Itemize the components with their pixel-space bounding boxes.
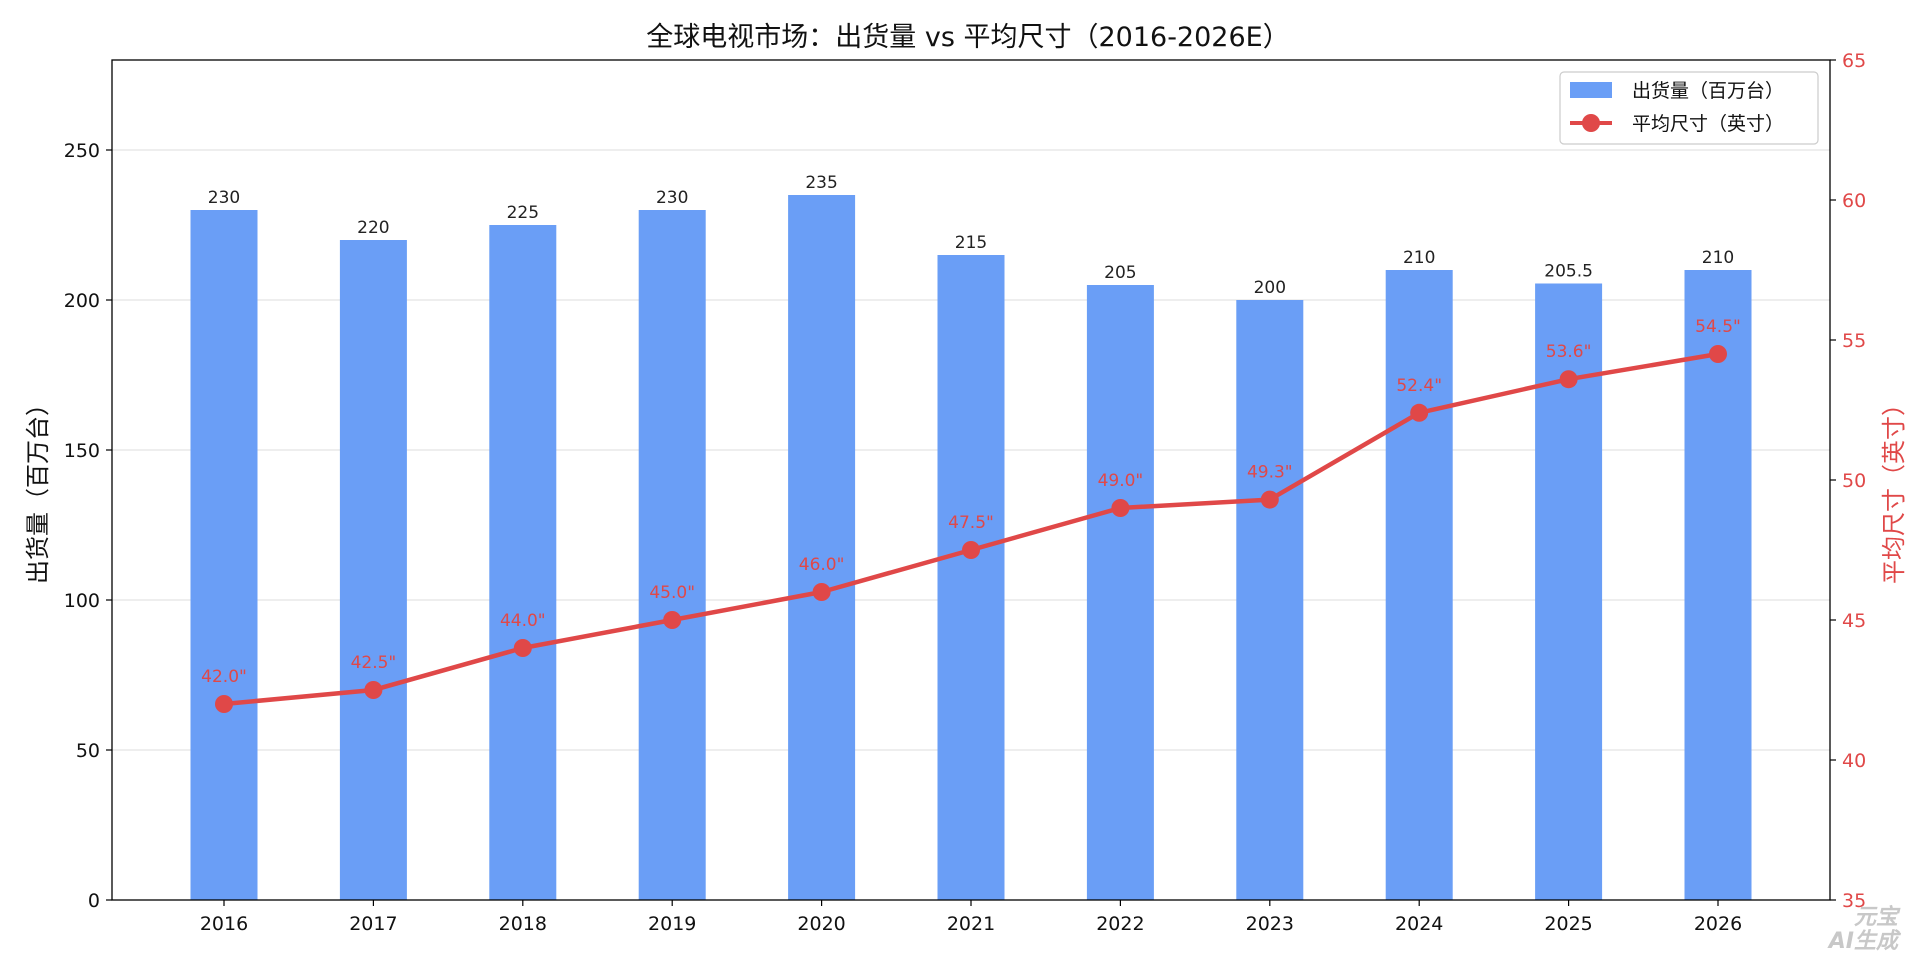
y-left-tick-label: 150 [64, 440, 100, 462]
x-tick-label: 2016 [200, 913, 248, 935]
y-right-tick-label: 35 [1842, 890, 1866, 912]
legend-line-marker [1582, 114, 1600, 132]
bar [1086, 285, 1154, 900]
bar-value-label: 215 [955, 233, 987, 253]
line-point [962, 541, 980, 559]
line-value-label: 49.3" [1247, 463, 1293, 483]
line-point [1410, 403, 1429, 422]
x-tick-label: 2024 [1395, 913, 1443, 935]
x-tick-label: 2018 [499, 913, 547, 935]
line-value-labels: 42.0" 42.5" 44.0" 45.0" 46.0" 47.5" 49.0" 49.3"… [201, 317, 1741, 687]
bar-value-label: 210 [1702, 248, 1734, 268]
bar-series [190, 195, 1752, 900]
legend: 出货量（百万台） 平均尺寸（英寸） [1559, 71, 1819, 145]
x-tick-label: 2026 [1694, 913, 1742, 935]
line-point [663, 611, 682, 629]
y-right-tick-label: 50 [1842, 470, 1866, 492]
line-value-label: 46.0" [799, 555, 845, 575]
y-right-tick-label: 55 [1842, 330, 1866, 352]
line-point [812, 583, 831, 601]
bar [1385, 270, 1453, 900]
chart-title: 全球电视市场：出货量 vs 平均尺寸（2016-2026E） [646, 22, 1289, 53]
bar [1236, 300, 1304, 900]
y-right-tick-label: 45 [1842, 610, 1866, 632]
bar-value-label: 205 [1104, 263, 1136, 283]
legend-bar-label: 出货量（百万台） [1632, 80, 1784, 102]
line-point [513, 639, 532, 657]
y-axis-left-label: 出货量（百万台） [24, 392, 52, 584]
legend-bar-swatch [1570, 82, 1612, 98]
line-point [215, 695, 233, 713]
bar [489, 225, 557, 900]
bar-value-label: 205.5 [1544, 262, 1593, 282]
line-value-label: 47.5" [948, 513, 994, 533]
x-tick-label: 2021 [947, 913, 995, 935]
bar-value-label: 200 [1254, 278, 1286, 298]
bar-value-label: 235 [805, 173, 837, 193]
y-left-tick-label: 250 [64, 140, 100, 162]
x-tick-label: 2023 [1246, 913, 1294, 935]
y-left-tick-label: 0 [88, 890, 100, 912]
y-left-tick-label: 100 [64, 590, 100, 612]
line-value-label: 53.6" [1546, 342, 1592, 362]
y-right-tick-label: 60 [1842, 190, 1866, 212]
line-value-label: 54.5" [1695, 317, 1741, 337]
line-series [215, 345, 1727, 713]
y-right-tick-label: 40 [1842, 750, 1866, 772]
y-right-tick-label: 65 [1842, 50, 1866, 72]
bar [1684, 270, 1752, 900]
bar-value-label: 210 [1403, 248, 1435, 268]
line-point [1260, 490, 1279, 509]
legend-box [1559, 71, 1819, 145]
legend-line-label: 平均尺寸（英寸） [1632, 113, 1784, 135]
line-value-label: 45.0" [649, 583, 695, 603]
x-tick-label: 2017 [349, 913, 397, 935]
line-value-label: 42.0" [201, 667, 247, 687]
line-point [1111, 499, 1130, 517]
x-tick-label: 2022 [1096, 913, 1144, 935]
y-left-tick-label: 50 [76, 740, 100, 762]
line-point [1709, 345, 1727, 363]
bar-value-label: 225 [507, 203, 539, 223]
line-value-label: 42.5" [351, 653, 397, 673]
bar-value-label: 230 [656, 188, 688, 208]
x-tick-label: 2019 [648, 913, 696, 935]
bar-value-label: 230 [208, 188, 240, 208]
line-value-label: 52.4" [1396, 376, 1442, 396]
watermark-line1: 元宝 [1853, 905, 1898, 930]
line-point [1559, 370, 1578, 389]
y-axis-right: 35 40 45 50 55 60 65 [1830, 50, 1866, 912]
x-tick-label: 2020 [797, 913, 845, 935]
line-value-label: 44.0" [500, 611, 546, 631]
bar [638, 210, 706, 900]
line-value-label: 49.0" [1098, 471, 1144, 491]
watermark: 元宝 AI生成 [1818, 906, 1898, 954]
bar-value-labels: 230 220 225 230 235 215 205 200 210 205.5 210 [208, 173, 1734, 298]
bar [190, 210, 258, 900]
bar-value-label: 220 [357, 218, 389, 238]
x-tick-label: 2025 [1544, 913, 1592, 935]
y-left-tick-label: 200 [64, 290, 100, 312]
x-axis: 2016 2017 2018 2019 2020 2021 2022 2023 2024 2025… [200, 900, 1742, 935]
y-axis-left: 0 50 100 150 200 250 [64, 140, 112, 912]
bar [788, 195, 856, 900]
y-axis-right-label: 平均尺寸（英寸） [1880, 392, 1908, 584]
line-point [364, 681, 383, 699]
watermark-line2: AI生成 [1828, 929, 1898, 954]
bar [937, 255, 1005, 900]
bar [339, 240, 407, 900]
